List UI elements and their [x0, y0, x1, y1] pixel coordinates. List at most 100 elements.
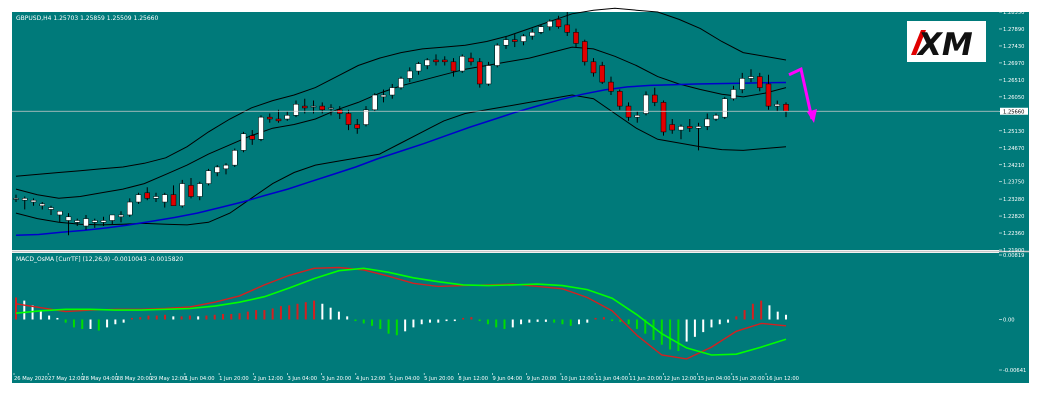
time-tick-label: 1 Jun 04:00 — [185, 376, 215, 382]
time-tick-label: 9 Jun 20:00 — [527, 376, 557, 382]
signal-line — [15, 267, 787, 356]
candle-body — [599, 65, 605, 83]
candle-body — [652, 94, 658, 103]
indicator-tick-label: 0.00 — [1003, 318, 1015, 324]
candle-body — [678, 126, 684, 131]
candle-body — [520, 35, 527, 42]
candle-body — [722, 98, 728, 118]
price-tick-label: 1.27430 — [1003, 44, 1024, 50]
candle-body — [293, 103, 299, 116]
moving-average-line — [15, 81, 787, 236]
candle-body — [74, 220, 80, 223]
candle-body — [757, 76, 763, 88]
candle-body — [503, 39, 509, 46]
candle-body — [363, 109, 369, 125]
candle-body — [249, 135, 255, 140]
bollinger-upper-line — [15, 7, 787, 177]
candle-body — [100, 220, 107, 223]
price-tick-label: 1.23280 — [1003, 197, 1024, 203]
candle-body — [765, 83, 772, 107]
price-tick-label: 1.26050 — [1003, 95, 1024, 101]
time-tick-label: 4 Jun 12:00 — [356, 376, 386, 382]
candle-body — [57, 211, 63, 216]
candle-body — [389, 87, 395, 96]
candle-body — [92, 220, 98, 223]
candle-body — [267, 116, 273, 120]
time-tick-label: 10 Jun 12:00 — [561, 376, 594, 382]
price-tick-label: 1.24210 — [1003, 163, 1024, 169]
indicator-label: MACD_OsMA [CurrTF] (12,26,9) -0.0010043 … — [16, 256, 183, 263]
candle-body — [372, 94, 378, 111]
candle-body — [170, 194, 177, 206]
logo-red-slash — [911, 30, 926, 55]
candle-body — [695, 126, 702, 129]
candle-body — [398, 78, 404, 88]
logo-text: XM — [916, 27, 973, 63]
candle-body — [310, 105, 317, 108]
price-tick-label: 1.21900 — [1003, 248, 1024, 254]
candle-body — [590, 61, 597, 74]
time-tick-label: 11 Jun 20:00 — [629, 376, 662, 382]
candle-body — [634, 115, 640, 118]
price-axis: 1.28350 1.27890 1.27430 1.26970 1.26510 1.260… — [999, 10, 1028, 254]
candle-body — [240, 133, 247, 151]
candle-body — [319, 105, 325, 111]
candle-body — [232, 150, 238, 166]
candle-body — [442, 59, 448, 63]
price-tick-label: 1.22820 — [1003, 214, 1024, 220]
candle-body — [39, 203, 45, 206]
time-tick-label: 11 Jun 04:00 — [595, 376, 628, 382]
xm-logo: XM — [907, 21, 986, 63]
time-tick-label: 12 Jun 12:00 — [663, 376, 696, 382]
time-tick-label: 27 May 12:00 — [48, 376, 84, 382]
candle-body — [547, 20, 553, 28]
candle-body — [748, 76, 754, 79]
candle-body — [22, 198, 28, 201]
candle-body — [538, 26, 544, 33]
candle-body — [65, 216, 72, 221]
candle-body — [13, 198, 19, 200]
candle-body — [485, 65, 492, 85]
candle-body — [30, 199, 37, 203]
time-tick-label: 3 Jun 20:00 — [322, 376, 352, 382]
candle-body — [660, 102, 667, 133]
candle-body — [555, 19, 562, 28]
candle-body — [153, 196, 159, 199]
symbol-label: GBPUSD,H4 1.25703 1.25859 1.25509 1.2566… — [16, 15, 158, 22]
time-tick-label: 29 May 12:00 — [151, 376, 187, 382]
candle-body — [135, 194, 142, 203]
candle-body — [197, 183, 203, 197]
time-tick-label: 2 Jun 12:00 — [253, 376, 283, 382]
candle-body — [424, 59, 430, 66]
candle-body — [608, 81, 614, 92]
candle-body — [162, 194, 168, 203]
price-tick-label: 1.25130 — [1003, 129, 1024, 135]
candle-body — [337, 109, 343, 114]
candle-body — [109, 214, 115, 221]
candle-body — [739, 78, 745, 90]
candle-body — [144, 192, 150, 199]
candle-body — [669, 124, 675, 131]
candle-body — [48, 207, 54, 210]
candle-body — [354, 124, 360, 129]
candle-body — [477, 61, 483, 85]
indicator-tick-label: 0.00819 — [1003, 253, 1024, 259]
bollinger-lower-line — [15, 94, 787, 226]
candle-body — [573, 32, 579, 44]
price-tick-label: 1.27890 — [1003, 27, 1024, 33]
candle-body — [345, 113, 352, 125]
candle-body — [275, 118, 282, 122]
candle-body — [774, 103, 780, 107]
time-tick-label: 28 May 20:00 — [117, 376, 153, 382]
candle-body — [433, 59, 439, 63]
candle-body — [494, 44, 500, 66]
time-tick-label: 9 Jun 04:00 — [493, 376, 523, 382]
candle-body — [617, 91, 623, 107]
candle-body — [415, 63, 422, 72]
time-tick-label: 15 Jun 20:00 — [732, 376, 765, 382]
price-tick-label: 1.26510 — [1003, 78, 1024, 84]
candle-body — [127, 201, 133, 216]
indicator-axis: 0.00819 0.00 -0.00641 — [999, 253, 1026, 374]
